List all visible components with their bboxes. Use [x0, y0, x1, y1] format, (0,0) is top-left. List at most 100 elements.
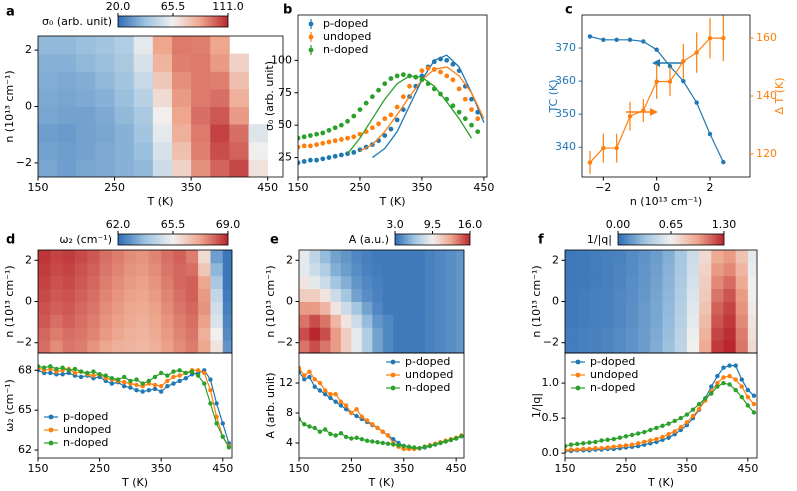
marker — [78, 369, 84, 374]
heatmap-cell — [136, 340, 150, 353]
marker — [177, 368, 182, 373]
marker — [469, 107, 474, 113]
heatmap-cell — [361, 262, 373, 277]
heatmap-cell — [114, 106, 135, 125]
heatmap-cell — [601, 340, 615, 353]
y-tick-label: 2 — [25, 43, 32, 56]
y-tick-label: 25 — [278, 151, 292, 164]
heatmap-cell — [577, 262, 590, 277]
heatmap-cell — [577, 275, 590, 290]
panel-letter: a — [6, 5, 15, 20]
y-tick-label: 75 — [278, 86, 292, 99]
heatmap-cell — [351, 262, 363, 277]
marker — [351, 134, 357, 140]
heatmap-cell — [393, 314, 405, 328]
heatmap-cell — [50, 275, 64, 290]
heatmap-cell — [222, 340, 232, 353]
marker — [568, 442, 574, 447]
heatmap-cell — [686, 288, 700, 303]
panel-letter: b — [283, 3, 292, 18]
colorbar — [617, 233, 725, 246]
marker — [165, 384, 170, 389]
heatmap-cell — [111, 327, 125, 341]
heatmap-cell — [319, 275, 331, 290]
marker — [220, 421, 225, 426]
heatmap-cell — [95, 36, 115, 55]
heatmap-cell — [50, 250, 64, 264]
marker — [599, 438, 604, 443]
axes-frame — [37, 352, 233, 459]
marker — [345, 135, 350, 141]
heatmap-cell — [601, 288, 615, 303]
heatmap-cell — [361, 327, 373, 341]
heatmap-cell — [299, 314, 310, 328]
marker — [406, 444, 412, 449]
y-tick-label: 0.0 — [542, 446, 560, 459]
marker — [599, 446, 604, 451]
heatmap-cell — [152, 88, 173, 108]
panel-letter: f — [538, 233, 544, 248]
marker — [349, 436, 354, 441]
marker — [391, 437, 396, 442]
heatmap-cell — [171, 141, 192, 160]
heatmap-cell — [136, 250, 150, 264]
heatmap-cell — [309, 340, 321, 353]
marker — [388, 76, 394, 81]
marker — [214, 421, 219, 426]
heatmap-cell — [38, 301, 51, 315]
marker — [208, 401, 213, 406]
heatmap-cell — [50, 288, 64, 303]
heatmap-cell — [723, 301, 737, 315]
marker — [587, 160, 593, 165]
legend-label: undoped — [323, 30, 371, 43]
heatmap-cell — [309, 288, 321, 303]
heatmap-cell — [445, 340, 457, 353]
marker — [623, 434, 629, 439]
marker — [214, 401, 219, 406]
marker — [140, 389, 145, 394]
heatmap-cell — [435, 340, 447, 353]
heatmap-cell — [625, 340, 639, 353]
marker — [667, 64, 673, 69]
heatmap-cell — [382, 288, 394, 303]
heatmap-cell — [38, 159, 58, 177]
colorbar-tick-label: 1.30 — [712, 218, 737, 231]
heatmap-cell — [747, 250, 757, 264]
heatmap-cell — [38, 71, 58, 90]
heatmap-cell — [589, 327, 602, 341]
heatmap-cell — [403, 262, 415, 277]
marker — [48, 364, 53, 369]
heatmap-cell — [361, 250, 373, 264]
heatmap-cell — [87, 327, 100, 341]
marker — [425, 65, 431, 71]
x-tick-label: 2 — [707, 181, 714, 194]
plot-area — [587, 15, 726, 175]
marker — [158, 370, 164, 376]
heatmap-cell — [445, 288, 457, 303]
y-tick-label: −2 — [543, 336, 559, 349]
heatmap-cell — [445, 314, 457, 328]
heatmap-cell — [57, 53, 77, 72]
marker — [407, 73, 412, 79]
marker — [696, 406, 702, 412]
heatmap-cell — [361, 314, 373, 328]
heatmap-cell — [173, 301, 187, 315]
heatmap-cell — [87, 262, 100, 277]
colorbar-tick-label: 20.0 — [106, 0, 131, 13]
heatmap-cell — [309, 327, 321, 341]
marker — [739, 394, 744, 400]
marker — [312, 425, 317, 431]
y2-tick-label: 120 — [756, 147, 777, 160]
heatmap-cell — [198, 314, 211, 328]
marker — [357, 107, 363, 113]
marker — [60, 365, 65, 370]
heatmap-cell — [185, 301, 199, 315]
heatmap-cell — [173, 275, 187, 290]
panel-letter: e — [270, 233, 279, 248]
marker — [727, 382, 732, 387]
x-tick-label: 350 — [151, 462, 172, 475]
marker — [660, 423, 665, 428]
heatmap-cell — [57, 36, 77, 55]
legend-label: p-doped — [590, 355, 635, 368]
y-tick-label: −2 — [277, 336, 293, 349]
